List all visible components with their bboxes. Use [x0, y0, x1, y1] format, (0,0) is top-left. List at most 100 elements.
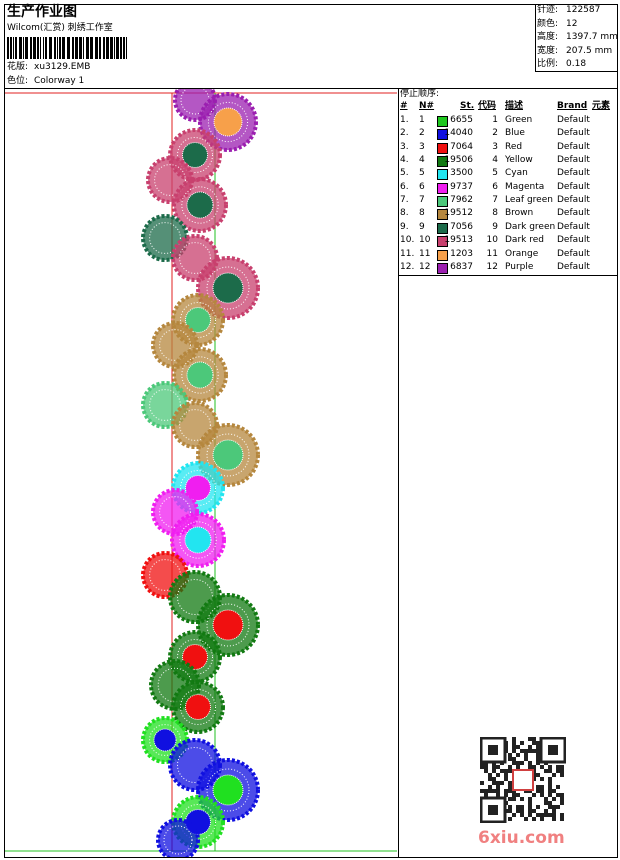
info-value: 122587: [566, 5, 601, 15]
qr-cell: [512, 745, 516, 749]
cell: 10: [486, 235, 498, 246]
qr-cell: [480, 765, 484, 769]
qr-cell: [508, 757, 512, 761]
bar: [23, 37, 24, 59]
qr-cell: [540, 813, 544, 817]
cell: 8: [492, 208, 498, 219]
qr-cell: [556, 793, 560, 797]
cell: 6.: [400, 181, 409, 192]
qr-cell: [536, 789, 540, 793]
bar: [49, 37, 52, 59]
cell: Dark red: [505, 235, 544, 246]
flower-center: [153, 728, 177, 752]
qr-cell: [516, 745, 520, 749]
qr-cell: [536, 813, 540, 817]
bar: [126, 37, 127, 59]
bar: [19, 37, 22, 59]
qr-cell: [508, 781, 512, 785]
bar: [123, 37, 125, 59]
qr-cell: [560, 817, 564, 821]
qr-cell: [508, 789, 512, 793]
cell: Orange: [505, 248, 539, 259]
cell: 5: [419, 168, 425, 179]
qr-cell: [524, 817, 528, 821]
flower-center: [185, 307, 211, 333]
bar: [103, 37, 105, 59]
qr-cell: [548, 769, 552, 773]
qr-cell: [516, 805, 520, 809]
qr-cell: [552, 817, 556, 821]
qr-cell: [484, 765, 488, 769]
cell: 9737: [450, 181, 473, 192]
qr-cell: [528, 809, 532, 813]
cell: Green: [505, 115, 533, 125]
cell: 3500: [450, 168, 473, 179]
qr-cell: [520, 749, 524, 753]
qr-stamp: [512, 769, 534, 791]
flower-ring: [206, 266, 250, 310]
cell: 1: [419, 115, 425, 125]
qr-cell: [532, 737, 536, 741]
qr-cell: [544, 813, 548, 817]
qr-cell: [508, 805, 512, 809]
cell: Default: [557, 168, 590, 179]
qr-cell: [484, 789, 488, 793]
cell: Default: [557, 248, 590, 259]
cell: 9: [419, 221, 425, 232]
qr-cell: [496, 781, 500, 785]
bar: [37, 37, 39, 59]
flower-ring: [149, 389, 181, 421]
bar: [72, 37, 74, 59]
flower-ring: [206, 768, 250, 812]
qr-cell: [544, 801, 548, 805]
bar: [59, 37, 61, 59]
qr-cell: [488, 777, 492, 781]
column-header: Brand: [557, 101, 588, 111]
qr-cell: [488, 773, 492, 777]
qr-cell: [544, 769, 548, 773]
color-swatch: [437, 142, 448, 154]
bar: [15, 37, 17, 59]
qr-cell: [504, 773, 508, 777]
bar: [45, 37, 47, 59]
qr-cell: [548, 789, 552, 793]
flower-ring: [180, 302, 216, 338]
info-label: 比例:: [537, 59, 559, 69]
info-label: 宽度:: [537, 45, 559, 56]
cell: Default: [557, 128, 590, 139]
qr-cell: [492, 781, 496, 785]
qr-finder: [480, 796, 507, 823]
cell: 3.: [400, 141, 409, 152]
flower-ring: [159, 496, 191, 528]
bar: [13, 37, 14, 59]
bar: [67, 37, 70, 59]
qr-cell: [500, 781, 504, 785]
flower-center: [186, 191, 214, 219]
flower-ring: [207, 101, 249, 143]
qr-cell: [536, 749, 540, 753]
flower-center: [185, 475, 211, 501]
qr-cell: [492, 789, 496, 793]
pattern: xu3129.EMB: [34, 62, 91, 72]
qr-cell: [520, 761, 524, 765]
color-swatch: [437, 129, 448, 141]
qr-cell: [488, 789, 492, 793]
qr-cell: [484, 793, 488, 797]
qr-cell: [504, 769, 508, 773]
bar: [54, 37, 56, 59]
cell: Default: [557, 115, 590, 125]
qr-cell: [532, 749, 536, 753]
flower-ring: [154, 164, 186, 196]
design-divider: [398, 88, 399, 858]
qr-cell: [528, 765, 532, 769]
table-rule: [398, 275, 618, 276]
qr-cell: [552, 797, 556, 801]
qr-cell: [560, 797, 564, 801]
flower-ring: [206, 603, 250, 647]
qr-cell: [552, 773, 556, 777]
qr-cell: [548, 805, 552, 809]
qr-cell: [552, 789, 556, 793]
qr-cell: [536, 753, 540, 757]
cell: Default: [557, 208, 590, 219]
cell: 7962: [450, 195, 473, 206]
